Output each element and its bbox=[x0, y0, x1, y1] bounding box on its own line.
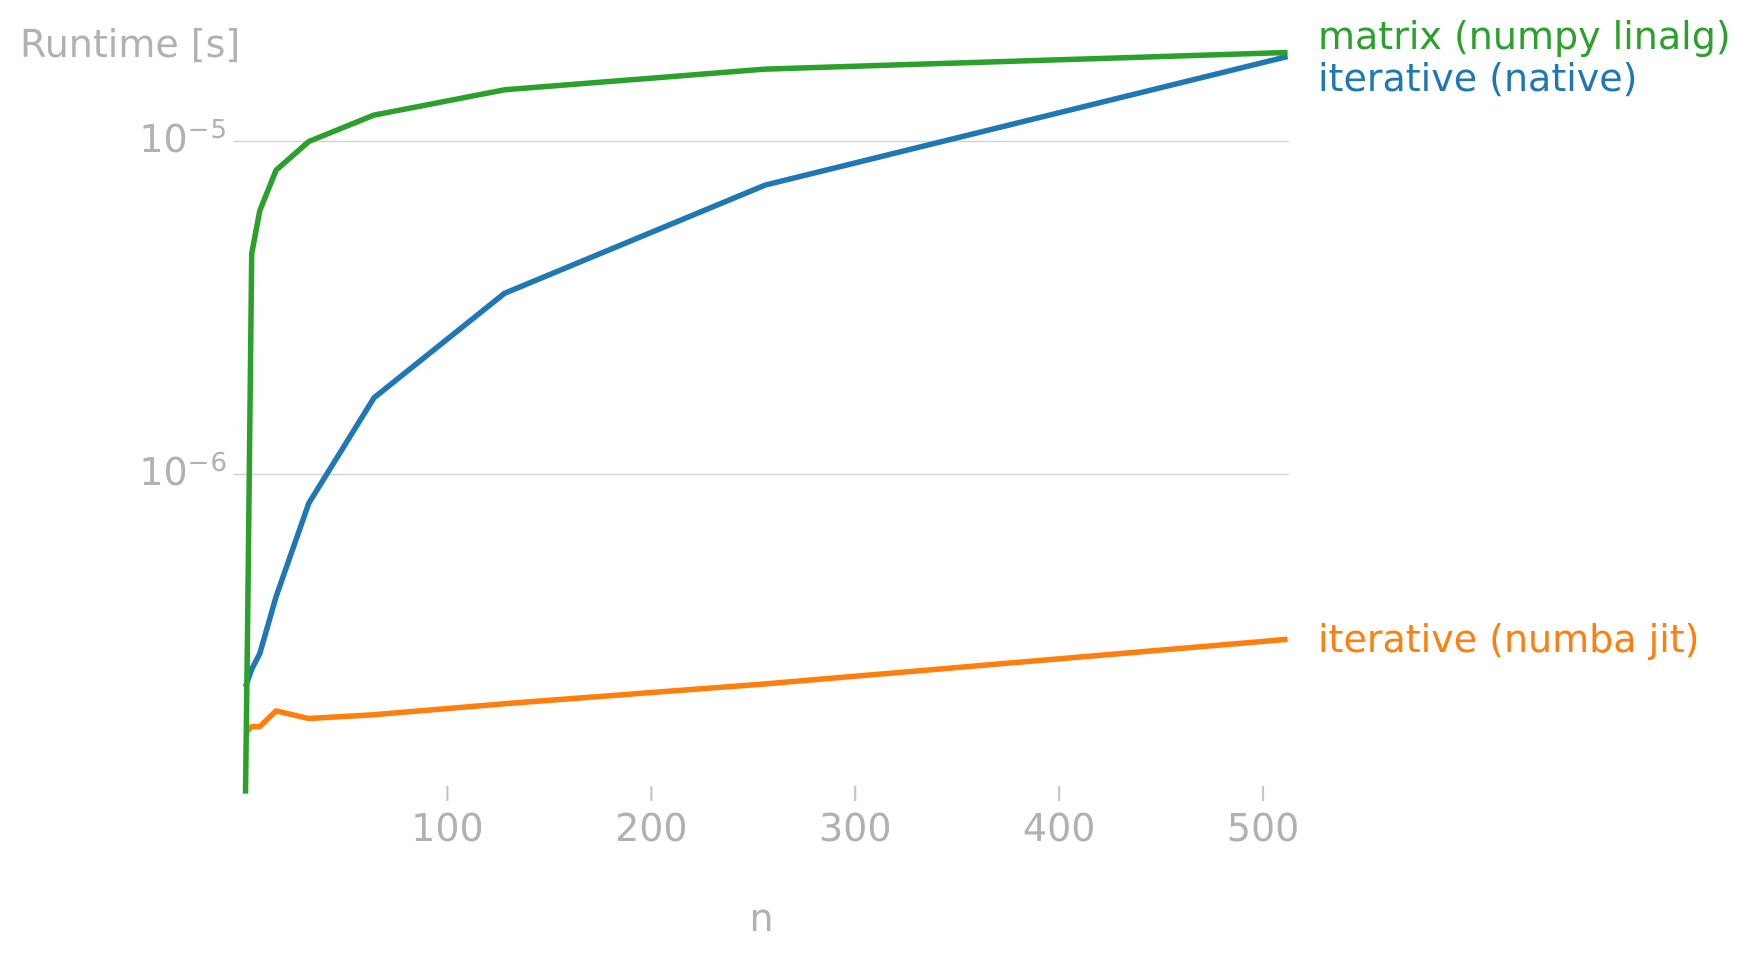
y-tick-base: 10 bbox=[139, 116, 188, 161]
y-tick-exponent: −6 bbox=[187, 447, 228, 478]
series-line-iterative-native bbox=[242, 53, 1289, 688]
x-tick-label: 100 bbox=[411, 806, 484, 850]
y-tick-label: 10−5 bbox=[20, 114, 228, 167]
legend-label-matrix-numpy-linalg: matrix (numpy linalg) bbox=[1318, 14, 1731, 59]
x-tick-label: 200 bbox=[615, 806, 688, 850]
x-tick-label: 300 bbox=[818, 806, 892, 850]
x-axis-label: n bbox=[749, 896, 774, 940]
x-tick-label: 500 bbox=[1226, 806, 1300, 850]
series-line-matrix-numpy-linalg bbox=[242, 49, 1288, 794]
legend-label-iterative-numba-jit: iterative (numba jit) bbox=[1318, 617, 1700, 662]
legend-label-iterative-native: iterative (native) bbox=[1318, 55, 1638, 100]
series-line-iterative-numba-jit bbox=[244, 636, 1288, 734]
y-tick-base: 10 bbox=[139, 449, 188, 494]
y-tick-exponent: −5 bbox=[187, 114, 228, 145]
x-tick-label: 400 bbox=[1022, 806, 1096, 850]
y-tick-label: 10−6 bbox=[20, 447, 228, 500]
chart-title: Runtime [s] bbox=[20, 22, 241, 66]
